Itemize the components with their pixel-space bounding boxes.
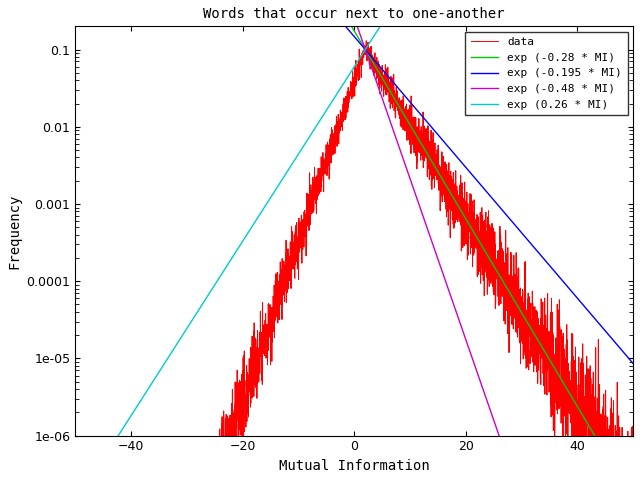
exp (0.26 * MI) [260,204,268,210]
data [426,172,434,178]
exp (0.26 * MI) [223,263,231,268]
exp (0.26 * MI) [100,456,108,462]
exp (-0.195 * MI) [406,99,413,105]
exp (-0.195 * MI) [629,360,637,366]
exp (-0.28 * MI) [422,149,430,155]
data [438,191,445,196]
Title: Words that occur next to one-another: Words that occur next to one-another [204,7,505,21]
exp (0.26 * MI) [364,43,372,48]
exp (-0.195 * MI) [488,194,495,200]
data [362,38,370,44]
data [346,91,354,97]
exp (-0.48 * MI) [503,456,511,462]
exp (-0.195 * MI) [530,244,538,250]
exp (0.26 * MI) [305,135,312,141]
Line: data: data [76,41,633,480]
exp (0.26 * MI) [332,93,340,98]
exp (-0.48 * MI) [454,315,462,321]
Line: exp (-0.48 * MI): exp (-0.48 * MI) [76,0,507,459]
data [569,371,577,377]
exp (-0.48 * MI) [350,13,358,19]
Line: exp (-0.28 * MI): exp (-0.28 * MI) [76,0,609,459]
exp (-0.28 * MI) [605,456,612,462]
Legend: data, exp (-0.28 * MI), exp (-0.195 * MI), exp (-0.48 * MI), exp (0.26 * MI): data, exp (-0.28 * MI), exp (-0.195 * MI… [465,32,627,115]
exp (-0.48 * MI) [392,133,399,139]
Y-axis label: Frequency: Frequency [7,193,21,269]
Line: exp (0.26 * MI): exp (0.26 * MI) [104,0,633,459]
X-axis label: Mutual Information: Mutual Information [279,459,429,473]
data [629,478,637,480]
Line: exp (-0.195 * MI): exp (-0.195 * MI) [76,0,633,363]
exp (-0.195 * MI) [434,132,442,138]
